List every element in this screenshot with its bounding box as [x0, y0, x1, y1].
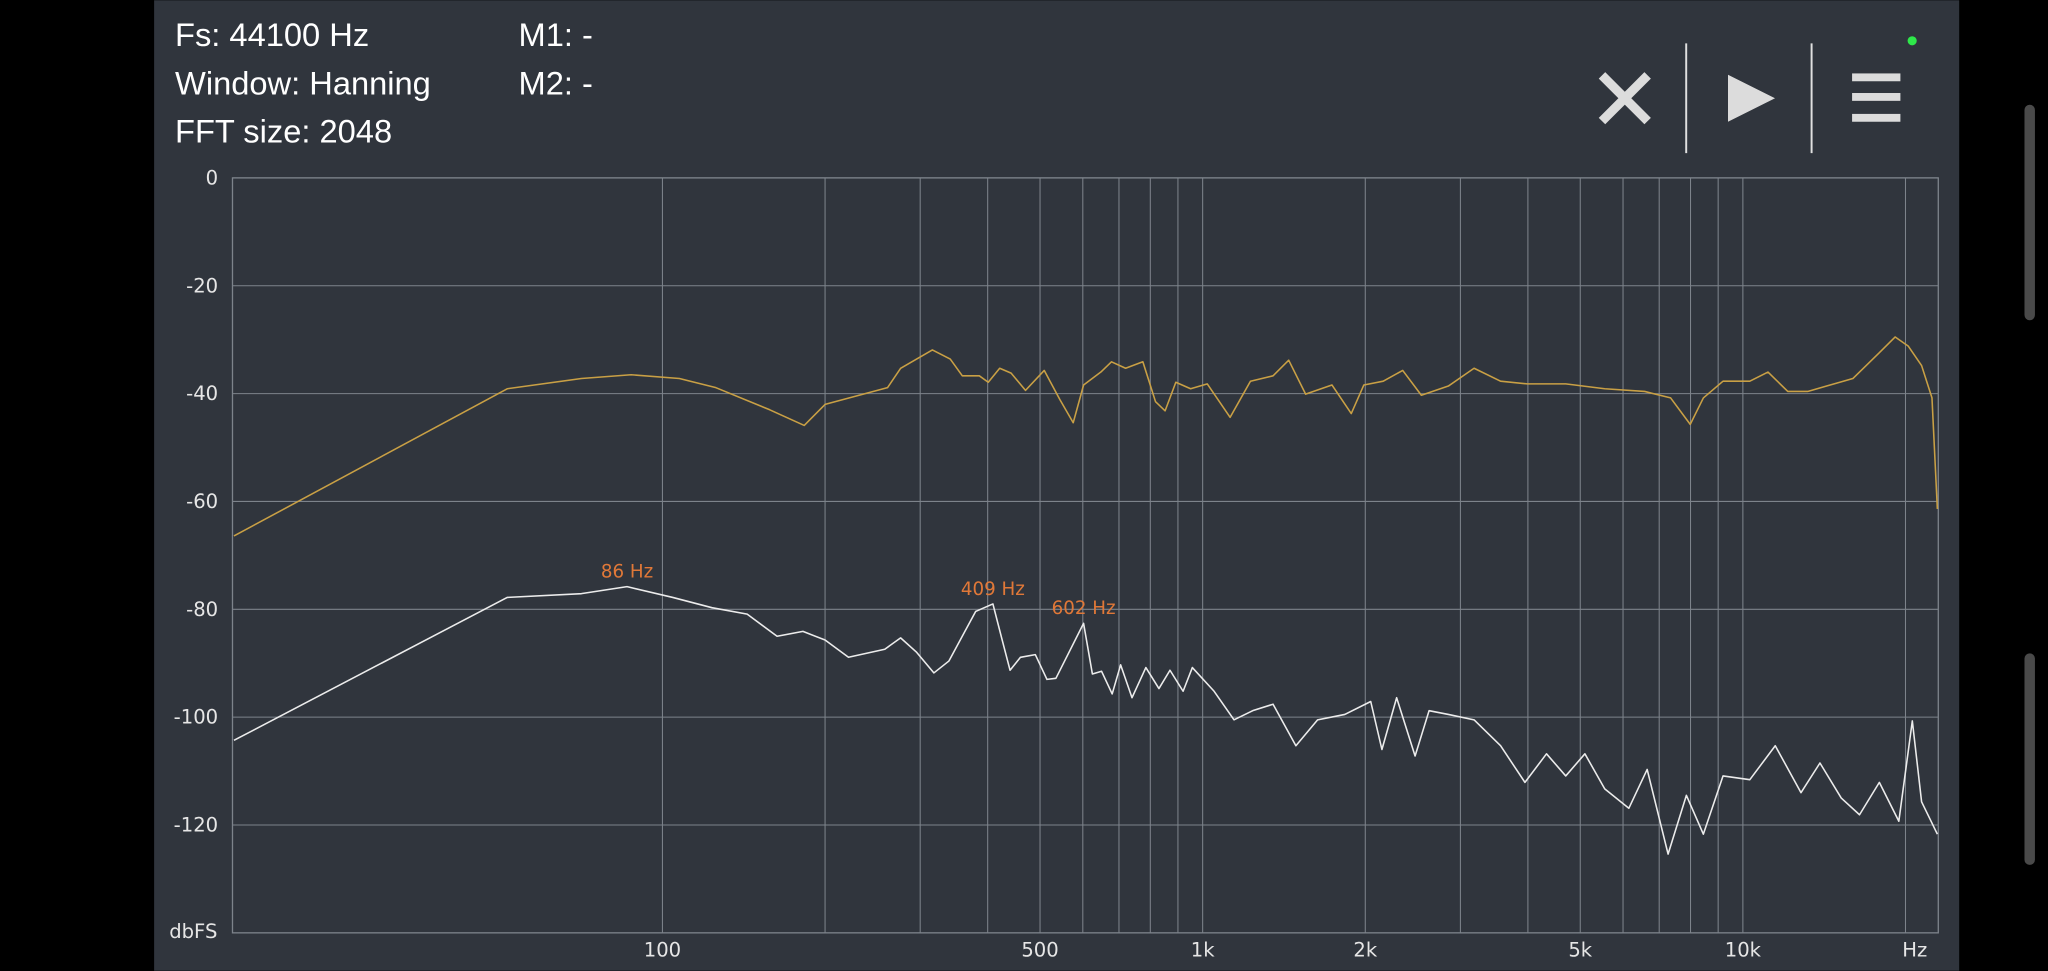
fft-size: FFT size: 2048 — [175, 113, 392, 150]
status-dot — [1907, 36, 1917, 46]
peak-label: 86 Hz — [601, 562, 653, 583]
y-tick-label: -20 — [186, 274, 218, 297]
x-tick-label: 500 — [1021, 938, 1058, 961]
x-tick-label: 2k — [1353, 938, 1377, 961]
peak-label: 409 Hz — [961, 579, 1025, 600]
play-button[interactable] — [1728, 74, 1776, 122]
y-tick-label: 0 — [206, 166, 218, 189]
window-type: Window: Hanning — [175, 64, 431, 101]
peak-label: 602 Hz — [1052, 598, 1116, 619]
y-tick-label: -40 — [186, 382, 218, 405]
x-axis-label: Hz — [1902, 938, 1927, 961]
marker-1: M1: - — [519, 16, 593, 53]
y-tick-label: -60 — [186, 490, 218, 513]
close-button[interactable] — [1598, 72, 1651, 125]
scrollbar-top — [2024, 104, 2035, 321]
sample-rate: Fs: 44100 Hz — [175, 16, 369, 53]
y-axis-label: dbFS — [169, 920, 217, 943]
spectrum-line — [233, 585, 1939, 855]
marker-2: M2: - — [519, 64, 593, 101]
x-tick-label: 1k — [1191, 938, 1215, 961]
scrollbar-bottom — [2024, 653, 2035, 865]
spectrum-plot: 0 -20 -40 -60 -80 -100 -120 100 500 1k 2k 5k 10k Hz db… — [169, 166, 1939, 961]
spectrum-line — [233, 336, 1939, 537]
analyzer-panel — [154, 0, 1960, 971]
menu-button[interactable] — [1852, 73, 1901, 122]
y-tick-label: -100 — [174, 706, 218, 729]
x-tick-label: 100 — [644, 938, 681, 961]
y-tick-label: -120 — [174, 814, 218, 837]
x-tick-label: 10k — [1725, 938, 1762, 961]
x-tick-label: 5k — [1568, 938, 1592, 961]
y-tick-label: -80 — [186, 598, 218, 621]
